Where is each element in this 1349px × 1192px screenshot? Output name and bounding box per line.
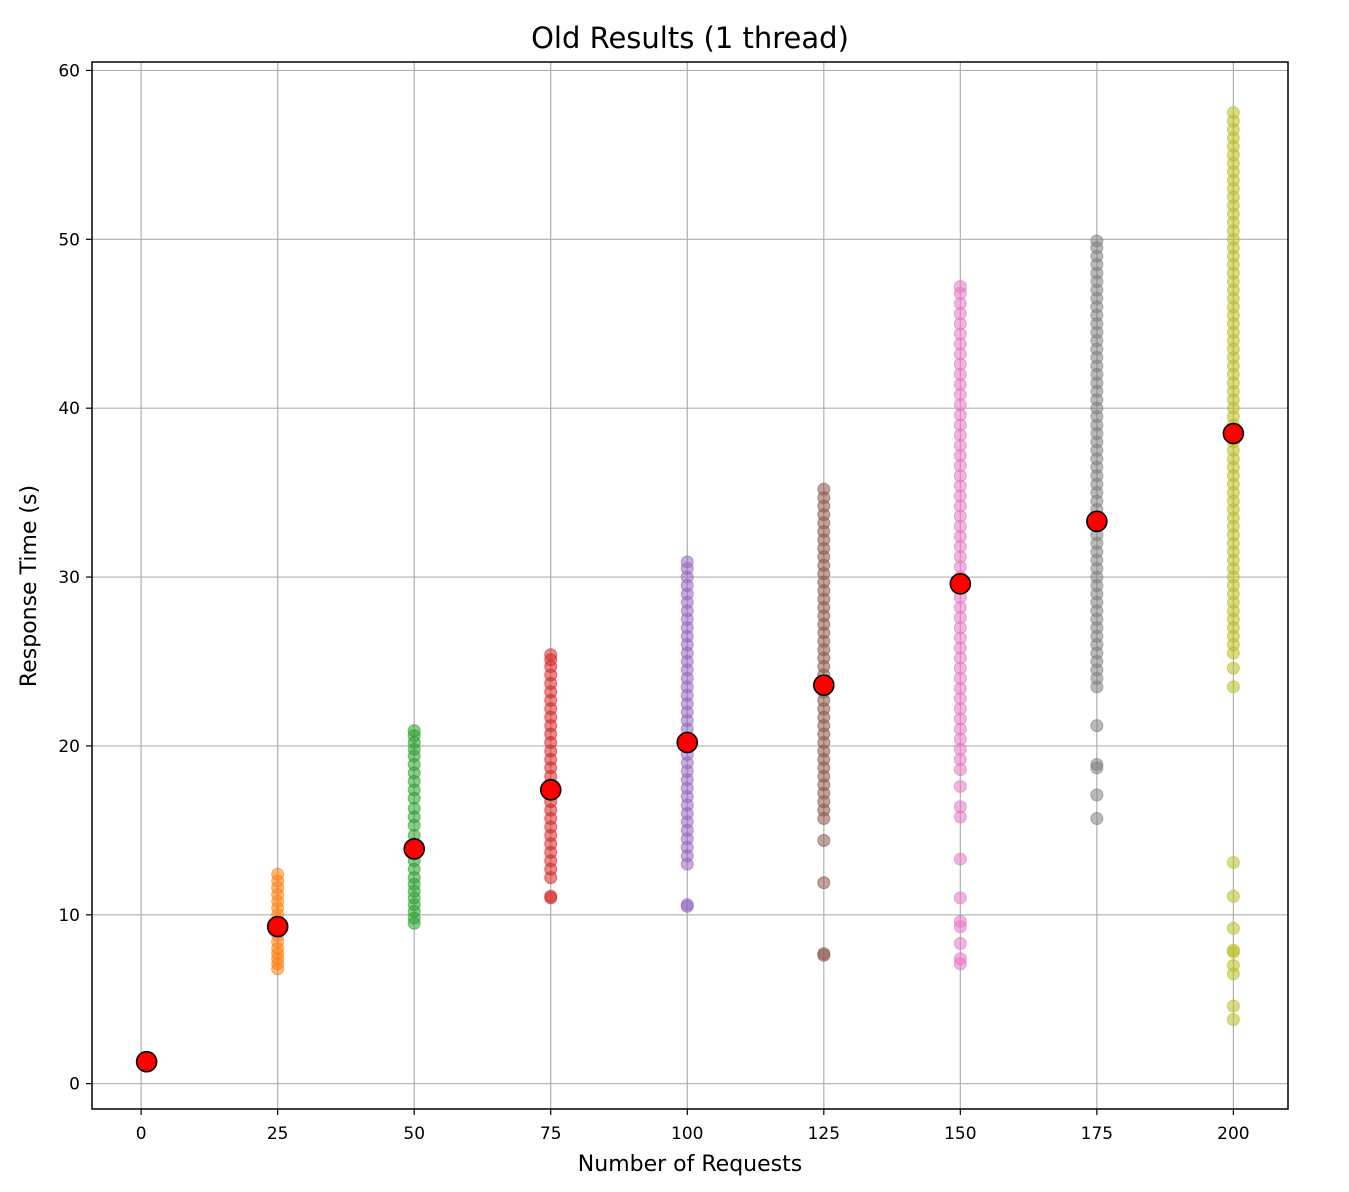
- x-axis-ticks: 0 25 50 75 100 125 150 175 200: [136, 1109, 1250, 1144]
- y-tick-label: 40: [58, 399, 80, 419]
- average-point: [403, 838, 426, 860]
- scatter-point: [953, 952, 967, 966]
- average-point: [676, 731, 699, 754]
- scatter-point: [1226, 999, 1240, 1013]
- x-tick-label: 175: [1081, 1124, 1113, 1144]
- average-markers: [135, 422, 1245, 1073]
- average-point: [949, 573, 972, 595]
- plot-frame: [91, 61, 1289, 1110]
- scatter-point: [1226, 855, 1240, 869]
- scatter-point: [1090, 788, 1104, 802]
- y-axis-ticks: 0 10 20 30 40 50 60: [58, 61, 92, 1095]
- scatter-point: [953, 779, 967, 793]
- scatter-point: [817, 482, 831, 496]
- scatter-point: [407, 724, 421, 738]
- y-tick-label: 0: [69, 1075, 80, 1095]
- scatter-point: [1226, 958, 1240, 972]
- scatter-point: [953, 800, 967, 814]
- scatter-point: [544, 889, 558, 903]
- average-point: [266, 915, 289, 938]
- scatter-point: [1226, 680, 1240, 694]
- average-point: [1086, 510, 1108, 533]
- scatter-point: [680, 555, 694, 569]
- average-point: [1222, 422, 1245, 445]
- x-tick-label: 75: [540, 1124, 562, 1144]
- scatter-point: [271, 867, 285, 881]
- scatter-point: [817, 876, 831, 890]
- scatter-point: [1090, 234, 1104, 248]
- x-tick-label: 125: [808, 1124, 840, 1144]
- scatter-point: [544, 648, 558, 662]
- x-tick-label: 100: [671, 1124, 703, 1144]
- scatter-point: [1226, 921, 1240, 935]
- scatter-point: [1090, 812, 1104, 826]
- scatter-point: [953, 280, 967, 294]
- average-point: [539, 779, 562, 801]
- x-tick-label: 50: [403, 1124, 425, 1144]
- y-tick-label: 30: [58, 568, 80, 588]
- scatter-point: [1226, 889, 1240, 903]
- y-tick-label: 50: [58, 230, 80, 250]
- scatter-point: [1226, 106, 1240, 120]
- scatter-point: [1226, 1012, 1240, 1026]
- average-point: [135, 1050, 158, 1073]
- scatter-point: [1090, 719, 1104, 733]
- scatter-point: [817, 947, 831, 961]
- scatter-point: [953, 852, 967, 866]
- scatter-points: [140, 106, 1240, 1069]
- scatter-point: [1226, 661, 1240, 675]
- chart-title: Old Results (1 thread): [531, 21, 849, 55]
- x-tick-label: 200: [1217, 1124, 1249, 1144]
- scatter-point: [680, 898, 694, 912]
- x-tick-label: 0: [136, 1124, 147, 1144]
- scatter-point: [953, 915, 967, 929]
- y-tick-label: 20: [58, 737, 80, 757]
- y-tick-label: 60: [58, 61, 80, 81]
- scatter-point: [817, 833, 831, 847]
- average-point: [812, 674, 835, 696]
- y-tick-label: 10: [58, 906, 80, 926]
- scatter-point: [953, 937, 967, 951]
- y-axis-label: Response Time (s): [17, 485, 42, 687]
- x-tick-label: 25: [267, 1124, 289, 1144]
- scatter-point: [953, 891, 967, 905]
- scatter-point: [1226, 943, 1240, 957]
- scatter-point: [1090, 758, 1104, 772]
- x-axis-label: Number of Requests: [578, 1152, 802, 1177]
- x-tick-label: 150: [944, 1124, 976, 1144]
